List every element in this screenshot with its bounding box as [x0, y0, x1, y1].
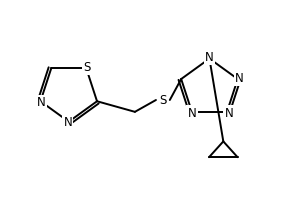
Text: N: N [188, 107, 196, 120]
Text: N: N [235, 72, 244, 85]
Text: S: S [159, 94, 167, 106]
Text: N: N [224, 107, 233, 120]
Text: S: S [83, 61, 91, 74]
Text: N: N [63, 116, 72, 129]
Text: N: N [205, 51, 214, 64]
Text: N: N [37, 96, 46, 109]
